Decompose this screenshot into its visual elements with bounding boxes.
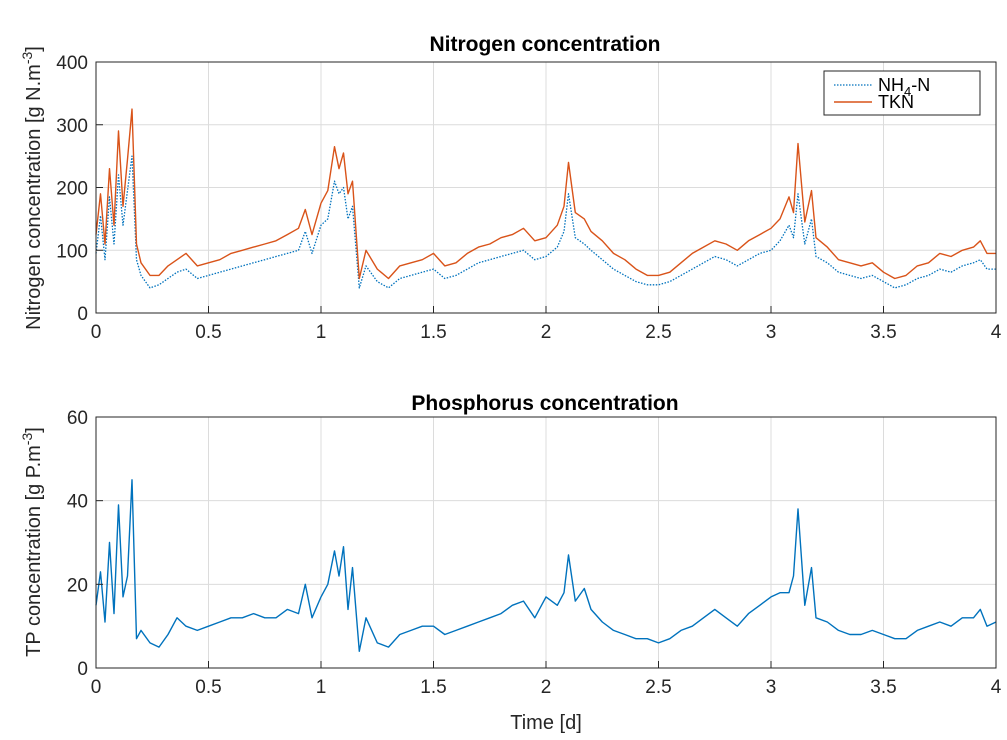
nitrogen-x-tick-label: 1: [316, 322, 327, 343]
nitrogen-x-tick-label: 2: [541, 322, 552, 343]
nitrogen-y-tick-label: 200: [56, 179, 88, 200]
phosphorus-title: Phosphorus concentration: [411, 392, 678, 415]
phosphorus-x-tick-label: 2: [541, 677, 552, 698]
nitrogen-series-line-tkn: [95, 108, 996, 280]
phosphorus-y-tick-label: 40: [67, 492, 88, 513]
phosphorus-x-tick-label: 1.5: [420, 677, 446, 698]
nitrogen-x-tick-label: 3.5: [870, 322, 896, 343]
nitrogen-y-tick-label: 300: [56, 116, 88, 137]
nitrogen-title: Nitrogen concentration: [429, 33, 660, 56]
legend-label-tkn: TKN: [878, 92, 914, 112]
phosphorus-x-tick-label: 3: [766, 677, 777, 698]
nitrogen-x-tick-label: 0: [91, 322, 102, 343]
nitrogen-x-tick-label: 3: [766, 322, 777, 343]
legend: NH4-N: [823, 70, 981, 116]
nitrogen-x-tick-label: 1.5: [420, 322, 446, 343]
nitrogen-y-tick-label: 100: [56, 241, 88, 262]
phosphorus-y-axis-label: TP concentration [g P.m-3]: [19, 427, 45, 657]
nitrogen-y-axis-label: Nitrogen concentration [g N.m-3]: [19, 46, 45, 330]
phosphorus-plot: Phosphorus concentration 0 0.5 1 1.5 2 2.5 3 3.…: [19, 392, 1002, 734]
phosphorus-x-tick-label: 3.5: [870, 677, 896, 698]
phosphorus-x-tick-label: 4: [991, 677, 1002, 698]
nitrogen-y-tick-label: 0: [77, 304, 88, 325]
phosphorus-x-tick-label: 0.5: [195, 677, 221, 698]
phosphorus-x-tick-label: 1: [316, 677, 327, 698]
phosphorus-y-tick-label: 60: [67, 408, 88, 429]
nitrogen-x-tick-label: 0.5: [195, 322, 221, 343]
phosphorus-x-tick-label: 0: [91, 677, 102, 698]
legend-box: [823, 70, 981, 116]
nitrogen-plot: Nitrogen concentration 0 0.5 1 1.5 2 2.5 3 3.5 4…: [19, 33, 1002, 343]
nitrogen-series-line-nh4n: [95, 155, 996, 289]
nitrogen-x-tick-label: 2.5: [645, 322, 671, 343]
x-axis-label: Time [d]: [510, 712, 582, 734]
nitrogen-x-tick-label: 4: [991, 322, 1002, 343]
phosphorus-y-tick-label: 20: [67, 575, 88, 596]
phosphorus-series-line-tp: [95, 479, 997, 652]
phosphorus-y-tick-label: 0: [77, 659, 88, 680]
phosphorus-x-tick-label: 2.5: [645, 677, 671, 698]
legend-label-nh4n: NH4-N: [878, 75, 930, 99]
nitrogen-y-tick-label: 400: [56, 53, 88, 74]
